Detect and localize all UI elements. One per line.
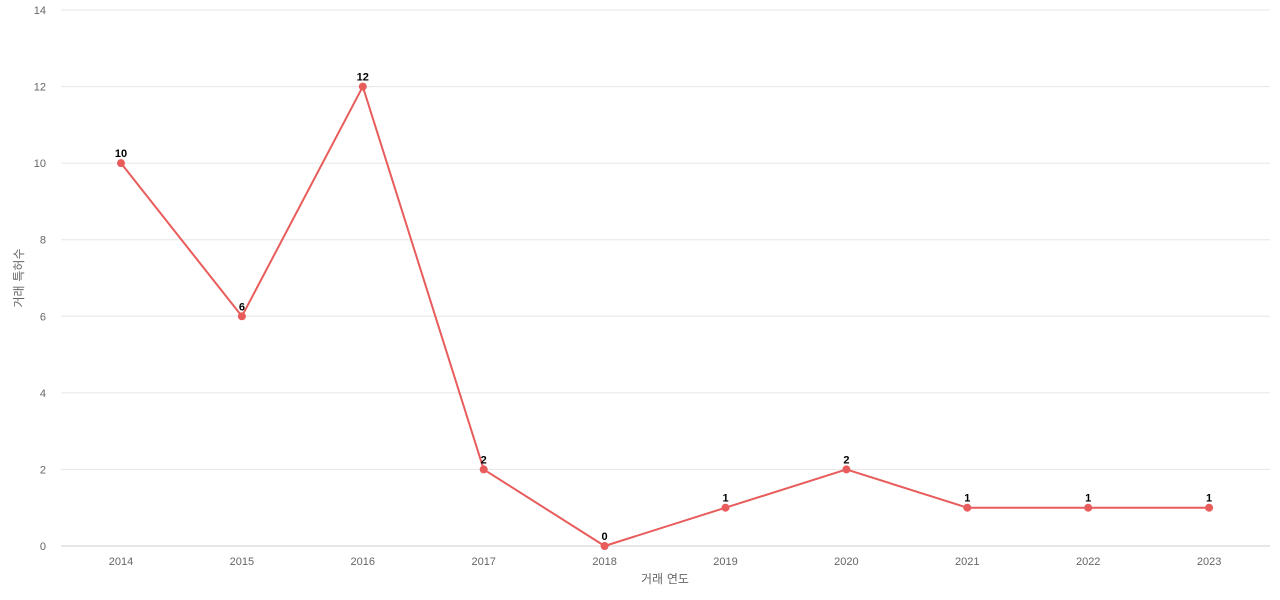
data-label: 0 [602,531,608,543]
x-tick-label: 2020 [834,556,858,568]
data-point[interactable] [721,503,730,512]
data-label: 2 [843,454,849,466]
data-label: 10 [115,148,127,160]
y-tick-label: 0 [40,541,46,553]
data-point[interactable] [358,82,367,91]
x-axis-ticks: 2014 2015 2016 2017 2018 2019 2020 2021 2022 2023 [109,556,1222,568]
x-tick-label: 2022 [1076,556,1100,568]
y-tick-label: 14 [34,5,46,17]
series-lines [120,85,1210,547]
gridlines [61,9,1270,547]
data-point[interactable] [600,542,609,550]
x-tick-label: 2019 [713,556,737,568]
data-points [117,82,1214,550]
x-tick-label: 2018 [592,556,616,568]
data-point[interactable] [479,465,488,474]
y-axis-title: 거래 특허수 [12,248,26,307]
series-line [120,85,1210,547]
y-axis-ticks: 0 2 4 6 8 10 12 14 [34,5,46,553]
data-label: 1 [964,493,970,505]
y-tick-label: 10 [34,158,46,170]
y-tick-label: 12 [34,82,46,94]
y-tick-label: 2 [40,464,46,476]
data-label: 6 [239,301,245,313]
data-point[interactable] [117,159,125,168]
data-point[interactable] [842,465,851,474]
data-label: 1 [1085,493,1091,505]
data-label: 1 [722,493,728,505]
x-tick-label: 2021 [955,556,979,568]
data-point[interactable] [1205,503,1214,512]
data-point[interactable] [963,503,972,512]
data-point[interactable] [237,312,246,321]
x-tick-label: 2016 [351,556,375,568]
x-axis-title: 거래 연도 [641,572,689,586]
y-tick-label: 8 [40,235,46,247]
data-label: 2 [481,454,487,466]
x-tick-label: 2023 [1197,556,1221,568]
x-tick-label: 2017 [471,556,495,568]
data-label: 1 [1206,493,1212,505]
data-label: 12 [357,72,369,84]
x-tick-label: 2014 [109,556,133,568]
x-tick-label: 2015 [230,556,254,568]
y-tick-label: 6 [40,311,46,323]
y-tick-label: 4 [40,388,46,400]
data-point[interactable] [1084,503,1093,512]
